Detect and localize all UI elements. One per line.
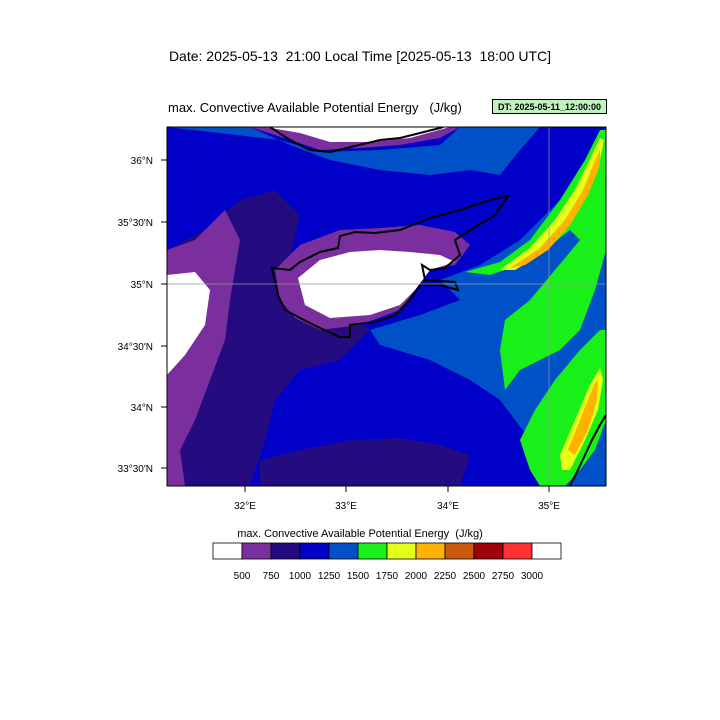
colorbar-level-label: 2750 — [492, 571, 515, 582]
dt-badge: DT: 2025-05-11_12:00:00 — [492, 99, 607, 114]
lat-label: 33°30'N — [118, 464, 153, 475]
lat-label: 34°30'N — [118, 342, 153, 353]
field-1500-se — [520, 330, 606, 486]
lat-label: 35°30'N — [118, 218, 153, 229]
coastline-levant — [569, 414, 606, 486]
lon-label: 35°E — [538, 501, 560, 512]
plot-frame — [166, 126, 607, 487]
colorbar-swatch — [531, 542, 562, 560]
lon-label: 33°E — [335, 501, 357, 512]
lon-label: 32°E — [234, 501, 256, 512]
colorbar-level-label: 3000 — [521, 571, 544, 582]
colorbar-swatch — [473, 542, 504, 560]
field-750-south — [260, 438, 470, 486]
lat-label: 34°N — [131, 403, 153, 414]
date-line: Date: 2025-05-13 21:00 Local Time [2025-… — [168, 48, 552, 64]
colorbar-swatch — [241, 542, 272, 560]
colorbar-swatch — [357, 542, 388, 560]
lon-tick-labels: 32°E 33°E 34°E 35°E — [234, 501, 560, 512]
lat-label: 36°N — [131, 156, 153, 167]
lat-tick-labels: 36°N 35°30'N 35°N 34°30'N 34°N 33°30'N — [118, 156, 153, 475]
colorbar-swatch — [328, 542, 359, 560]
colorbar-level-label: 1000 — [289, 571, 312, 582]
colorbar-swatch — [386, 542, 417, 560]
lon-label: 34°E — [437, 501, 459, 512]
coastline-cyprus — [270, 194, 511, 338]
colorbar-level-label: 1750 — [376, 571, 399, 582]
colorbar-swatch — [299, 542, 330, 560]
field-below500-west — [167, 272, 210, 375]
colorbar-level-label: 750 — [263, 571, 280, 582]
colorbar-level-label: 2500 — [463, 571, 486, 582]
colorbar-swatch — [270, 542, 301, 560]
colorbar-level-label: 500 — [234, 571, 251, 582]
tick-marks — [161, 159, 550, 492]
colorbar-labels: 500 750 1000 1250 1500 1750 2000 2250 2500 2750 30… — [234, 571, 544, 582]
colorbar-level-label: 2250 — [434, 571, 457, 582]
field-1250-north — [167, 127, 540, 175]
plot-title: max. Convective Available Potential Ener… — [168, 100, 462, 115]
colorbar-level-label: 2000 — [405, 571, 428, 582]
coastline-turkey — [269, 127, 446, 154]
field-below500-north — [265, 127, 450, 142]
colorbar-swatch — [415, 542, 446, 560]
colorbar-swatch — [212, 542, 243, 560]
colorbar-title: max. Convective Available Potential Ener… — [237, 528, 483, 540]
colorbar-level-label: 1500 — [347, 571, 370, 582]
field-2000-se — [568, 380, 598, 455]
colorbar-swatch — [502, 542, 533, 560]
colorbar — [212, 542, 562, 560]
graticule — [167, 127, 606, 486]
colorbar-swatch — [444, 542, 475, 560]
cape-field — [167, 127, 606, 486]
lat-label: 35°N — [131, 280, 153, 291]
field-1500-east — [465, 130, 606, 390]
colorbar-level-label: 1250 — [318, 571, 341, 582]
